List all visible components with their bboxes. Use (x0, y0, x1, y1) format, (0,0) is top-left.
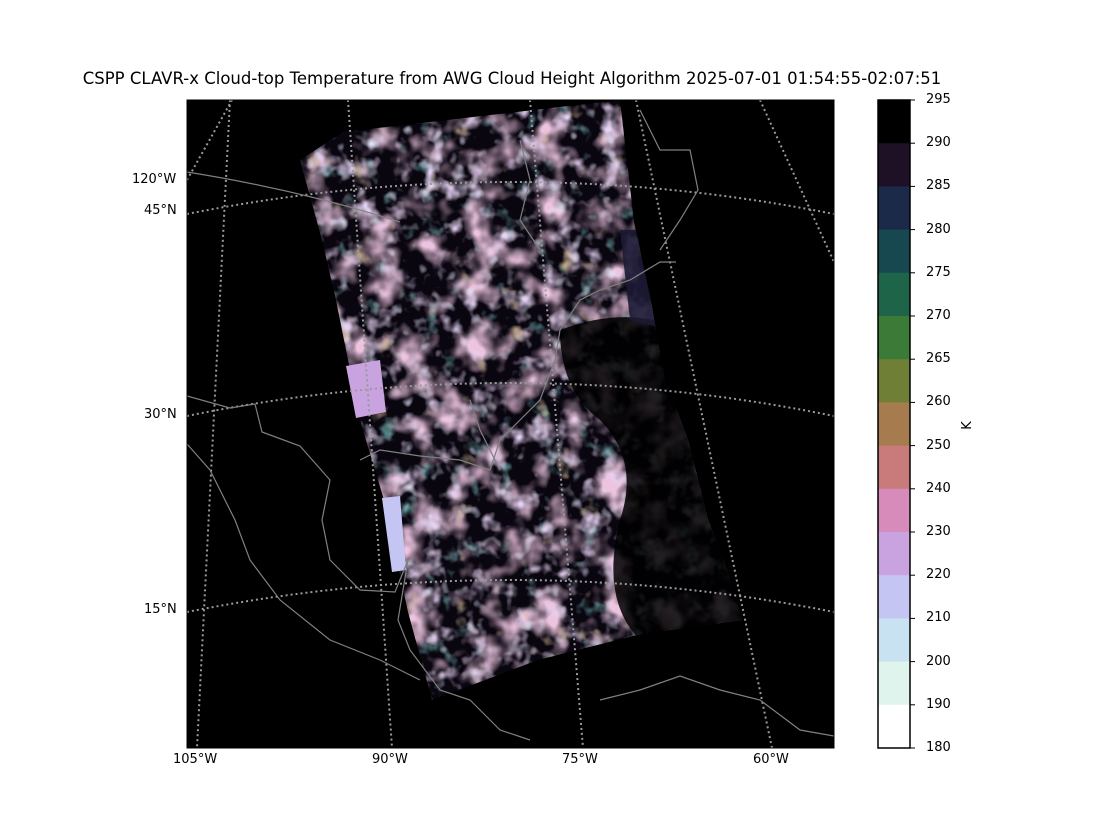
colorbar-swatch (878, 661, 910, 706)
colorbar-tick-label: 250 (926, 437, 951, 453)
colorbar-tick-label: 200 (926, 653, 951, 669)
map-frame (186, 99, 835, 749)
colorbar-tick-label: 260 (926, 394, 951, 410)
colorbar-tick-label: 240 (926, 480, 951, 496)
lon-label-105w: 105°W (173, 752, 218, 767)
colorbar-swatch (878, 575, 910, 619)
colorbar-swatch (878, 704, 910, 749)
lon-label-60w: 60°W (753, 752, 789, 767)
colorbar-tick-label: 270 (926, 308, 951, 323)
lat-label-30n: 30°N (144, 407, 177, 422)
colorbar-swatch (878, 143, 910, 187)
colorbar-tick-label: 190 (926, 696, 951, 712)
lat-label-45n: 45°N (144, 203, 177, 218)
colorbar-tick-label: 290 (926, 135, 951, 151)
colorbar-swatch (878, 100, 910, 144)
colorbar (878, 99, 915, 749)
colorbar-tick-label: 295 (926, 92, 951, 107)
colorbar-unit: K (959, 421, 975, 430)
lat-label-15n: 15°N (144, 602, 177, 617)
colorbar-tick-label: 180 (926, 740, 951, 755)
colorbar-tick-label: 265 (926, 351, 951, 367)
lon-label-90w: 90°W (372, 752, 408, 767)
colorbar-swatch (878, 532, 910, 576)
colorbar-swatch (878, 316, 910, 360)
colorbar-swatch (878, 186, 910, 231)
coastlines (187, 109, 834, 741)
colorbar-tick-label: 230 (926, 524, 951, 539)
colorbar-swatch (878, 488, 910, 533)
graticule (187, 100, 834, 748)
colorbar-swatch (878, 272, 910, 317)
colorbar-tick-label: 220 (926, 567, 951, 583)
colorbar-swatch (878, 229, 910, 274)
colorbar-swatch (878, 618, 910, 663)
page-title: CSPP CLAVR-x Cloud-top Temperature from … (82, 69, 942, 88)
colorbar-tick-label: 210 (926, 610, 951, 626)
colorbar-tick-label: 285 (926, 178, 951, 194)
lon-label-75w: 75°W (562, 752, 598, 767)
colorbar-swatch (878, 402, 910, 447)
colorbar-tick-label: 280 (926, 221, 951, 237)
colorbar-swatch (878, 359, 910, 403)
lat-label-120w: 120°W (132, 172, 177, 187)
colorbar-frame (877, 99, 911, 749)
colorbar-swatch (878, 445, 910, 490)
colorbar-tick-label: 275 (926, 264, 951, 280)
